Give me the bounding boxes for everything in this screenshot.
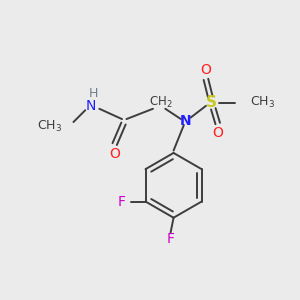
Text: S: S xyxy=(206,95,217,110)
Text: O: O xyxy=(212,126,223,140)
Text: CH$_3$: CH$_3$ xyxy=(250,95,275,110)
Text: O: O xyxy=(200,63,211,76)
Text: H: H xyxy=(89,87,98,100)
Text: F: F xyxy=(167,232,175,246)
Text: N: N xyxy=(179,114,191,128)
Text: F: F xyxy=(118,194,126,208)
Text: N: N xyxy=(86,99,96,113)
Text: CH$_3$: CH$_3$ xyxy=(37,119,62,134)
Text: O: O xyxy=(109,147,120,161)
Text: CH$_2$: CH$_2$ xyxy=(148,95,172,110)
